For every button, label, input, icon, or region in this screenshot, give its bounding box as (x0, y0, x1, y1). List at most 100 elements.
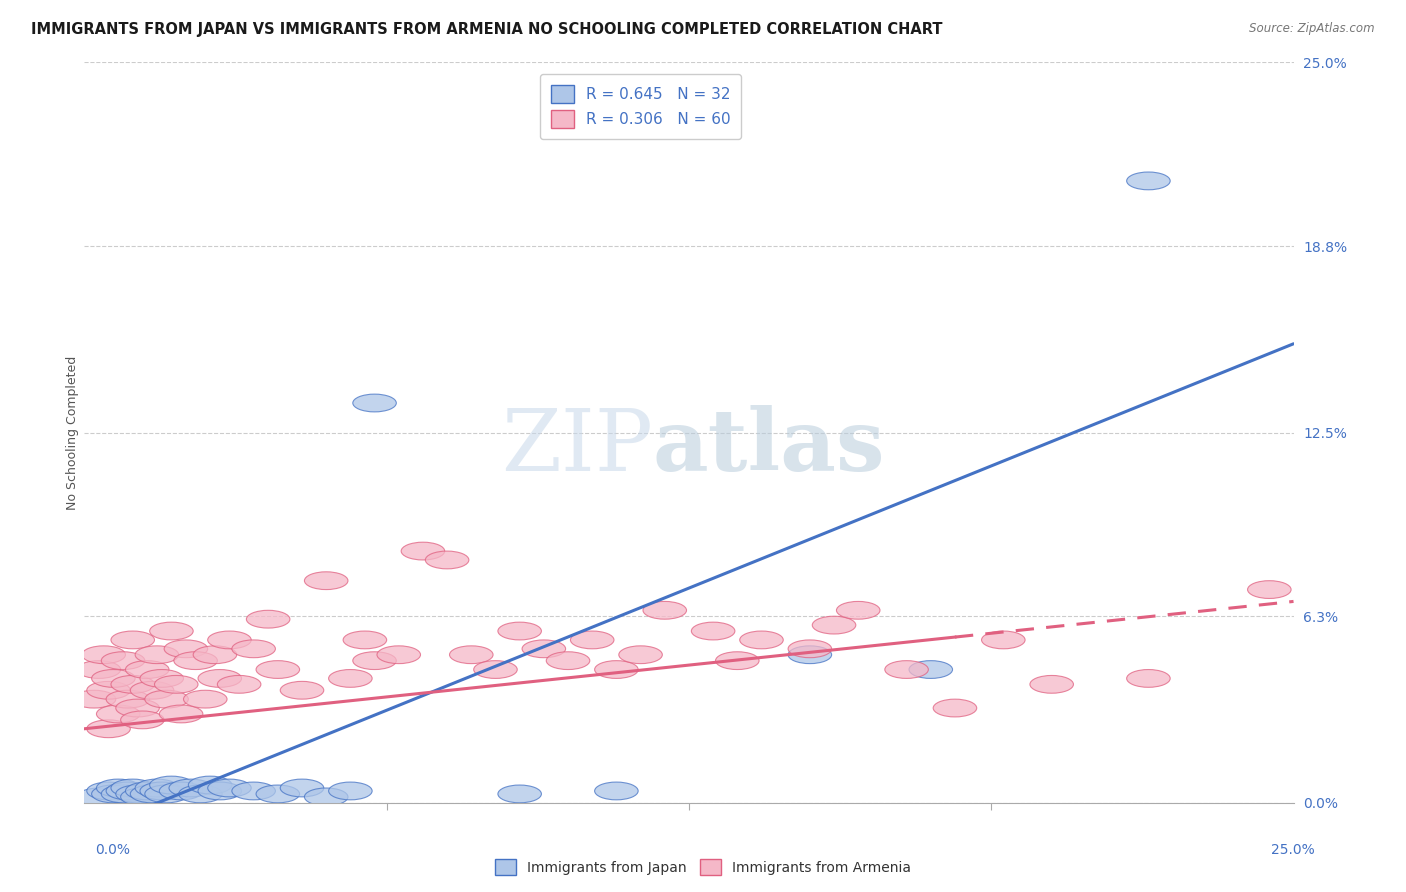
Ellipse shape (426, 551, 468, 569)
Ellipse shape (131, 681, 174, 699)
Ellipse shape (101, 652, 145, 670)
Ellipse shape (155, 675, 198, 693)
Ellipse shape (280, 681, 323, 699)
Ellipse shape (82, 646, 125, 664)
Ellipse shape (910, 661, 952, 679)
Ellipse shape (934, 699, 977, 717)
Ellipse shape (1126, 670, 1170, 688)
Ellipse shape (547, 652, 589, 670)
Ellipse shape (343, 631, 387, 648)
Ellipse shape (353, 394, 396, 412)
Ellipse shape (115, 699, 159, 717)
Ellipse shape (329, 782, 373, 800)
Ellipse shape (77, 788, 121, 805)
Ellipse shape (716, 652, 759, 670)
Ellipse shape (329, 670, 373, 688)
Ellipse shape (232, 782, 276, 800)
Ellipse shape (595, 782, 638, 800)
Ellipse shape (159, 782, 202, 800)
Ellipse shape (165, 640, 208, 657)
Text: IMMIGRANTS FROM JAPAN VS IMMIGRANTS FROM ARMENIA NO SCHOOLING COMPLETED CORRELAT: IMMIGRANTS FROM JAPAN VS IMMIGRANTS FROM… (31, 22, 942, 37)
Ellipse shape (169, 779, 212, 797)
Ellipse shape (246, 610, 290, 628)
Ellipse shape (135, 779, 179, 797)
Ellipse shape (72, 690, 115, 708)
Ellipse shape (498, 622, 541, 640)
Ellipse shape (111, 631, 155, 648)
Ellipse shape (789, 640, 831, 657)
Ellipse shape (111, 675, 155, 693)
Ellipse shape (208, 779, 252, 797)
Ellipse shape (188, 776, 232, 794)
Ellipse shape (884, 661, 928, 679)
Ellipse shape (174, 652, 218, 670)
Text: 25.0%: 25.0% (1271, 843, 1315, 857)
Ellipse shape (280, 779, 323, 797)
Ellipse shape (643, 601, 686, 619)
Ellipse shape (1031, 675, 1073, 693)
Ellipse shape (125, 661, 169, 679)
Ellipse shape (208, 631, 252, 648)
Ellipse shape (149, 776, 193, 794)
Ellipse shape (105, 690, 149, 708)
Y-axis label: No Schooling Completed: No Schooling Completed (66, 356, 79, 509)
Ellipse shape (232, 640, 276, 657)
Ellipse shape (813, 616, 856, 634)
Ellipse shape (305, 788, 347, 805)
Ellipse shape (1247, 581, 1291, 599)
Ellipse shape (105, 782, 149, 800)
Ellipse shape (97, 705, 141, 723)
Ellipse shape (87, 782, 131, 800)
Ellipse shape (135, 646, 179, 664)
Ellipse shape (474, 661, 517, 679)
Ellipse shape (179, 785, 222, 803)
Ellipse shape (256, 661, 299, 679)
Ellipse shape (145, 690, 188, 708)
Ellipse shape (131, 785, 174, 803)
Ellipse shape (101, 785, 145, 803)
Ellipse shape (377, 646, 420, 664)
Legend: Immigrants from Japan, Immigrants from Armenia: Immigrants from Japan, Immigrants from A… (489, 854, 917, 880)
Ellipse shape (87, 681, 131, 699)
Text: Source: ZipAtlas.com: Source: ZipAtlas.com (1250, 22, 1375, 36)
Ellipse shape (111, 779, 155, 797)
Text: atlas: atlas (652, 406, 886, 490)
Ellipse shape (353, 652, 396, 670)
Ellipse shape (619, 646, 662, 664)
Ellipse shape (595, 661, 638, 679)
Ellipse shape (522, 640, 565, 657)
Text: ZIP: ZIP (501, 406, 652, 489)
Ellipse shape (159, 705, 202, 723)
Ellipse shape (184, 690, 226, 708)
Ellipse shape (193, 646, 236, 664)
Ellipse shape (87, 720, 131, 738)
Ellipse shape (91, 785, 135, 803)
Ellipse shape (149, 622, 193, 640)
Ellipse shape (789, 646, 831, 664)
Ellipse shape (305, 572, 347, 590)
Ellipse shape (145, 785, 188, 803)
Ellipse shape (91, 670, 135, 688)
Legend: R = 0.645   N = 32, R = 0.306   N = 60: R = 0.645 N = 32, R = 0.306 N = 60 (540, 74, 741, 139)
Ellipse shape (141, 670, 184, 688)
Ellipse shape (141, 782, 184, 800)
Ellipse shape (498, 785, 541, 803)
Ellipse shape (740, 631, 783, 648)
Ellipse shape (692, 622, 735, 640)
Ellipse shape (256, 785, 299, 803)
Ellipse shape (571, 631, 614, 648)
Ellipse shape (837, 601, 880, 619)
Ellipse shape (77, 661, 121, 679)
Ellipse shape (115, 785, 159, 803)
Ellipse shape (450, 646, 494, 664)
Ellipse shape (981, 631, 1025, 648)
Ellipse shape (121, 711, 165, 729)
Ellipse shape (218, 675, 262, 693)
Text: 0.0%: 0.0% (96, 843, 131, 857)
Ellipse shape (198, 782, 242, 800)
Ellipse shape (97, 779, 141, 797)
Ellipse shape (121, 788, 165, 805)
Ellipse shape (1126, 172, 1170, 190)
Ellipse shape (125, 782, 169, 800)
Ellipse shape (198, 670, 242, 688)
